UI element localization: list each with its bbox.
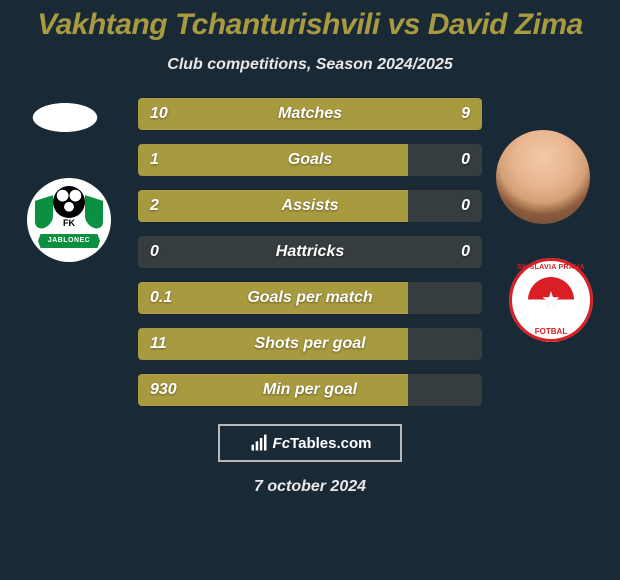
stat-value-left: 1 xyxy=(150,151,159,169)
stat-row: 930 Min per goal xyxy=(138,374,482,406)
stat-bar-left xyxy=(138,144,408,176)
stat-label: Matches xyxy=(278,105,342,123)
brand-prefix: Fc xyxy=(273,435,291,452)
stat-row: 2 Assists 0 xyxy=(138,190,482,222)
stat-row: 0 Hattricks 0 xyxy=(138,236,482,268)
stat-value-left: 11 xyxy=(150,335,167,353)
stat-value-left: 2 xyxy=(150,197,159,215)
stat-label: Assists xyxy=(282,197,339,215)
stat-row: 11 Shots per goal xyxy=(138,328,482,360)
player2-name: David Zima xyxy=(428,8,583,41)
stat-row: 1 Goals 0 xyxy=(138,144,482,176)
stat-value-left: 930 xyxy=(150,381,177,399)
vs-text: vs xyxy=(380,8,428,41)
stat-value-left: 10 xyxy=(150,105,168,123)
stat-value-right: 0 xyxy=(461,243,470,261)
player1-name: Vakhtang Tchanturishvili xyxy=(37,8,380,41)
stat-value-right: 0 xyxy=(461,197,470,215)
stat-label: Hattricks xyxy=(276,243,344,261)
stat-label: Shots per goal xyxy=(254,335,365,353)
stats-container: 10 Matches 9 1 Goals 0 2 Assists 0 0 Hattricks 0 0.1… xyxy=(0,98,620,406)
stat-bar-right xyxy=(319,98,482,130)
stat-label: Goals xyxy=(288,151,332,169)
season-subtitle: Club competitions, Season 2024/2025 xyxy=(0,56,620,74)
stat-label: Goals per match xyxy=(247,289,372,307)
stat-row: 10 Matches 9 xyxy=(138,98,482,130)
stat-value-left: 0.1 xyxy=(150,289,172,307)
brand-suffix: Tables.com xyxy=(290,435,371,452)
stat-row: 0.1 Goals per match xyxy=(138,282,482,314)
comparison-title: Vakhtang Tchanturishvili vs David Zima xyxy=(0,0,620,42)
brand-footer: FcTables.com xyxy=(218,424,402,462)
stat-value-left: 0 xyxy=(150,243,159,261)
footer-date: 7 october 2024 xyxy=(0,478,620,496)
stat-value-right: 9 xyxy=(461,105,470,123)
stat-label: Min per goal xyxy=(263,381,357,399)
chart-icon xyxy=(249,433,269,453)
stat-bar-left xyxy=(138,190,408,222)
stat-value-right: 0 xyxy=(461,151,470,169)
